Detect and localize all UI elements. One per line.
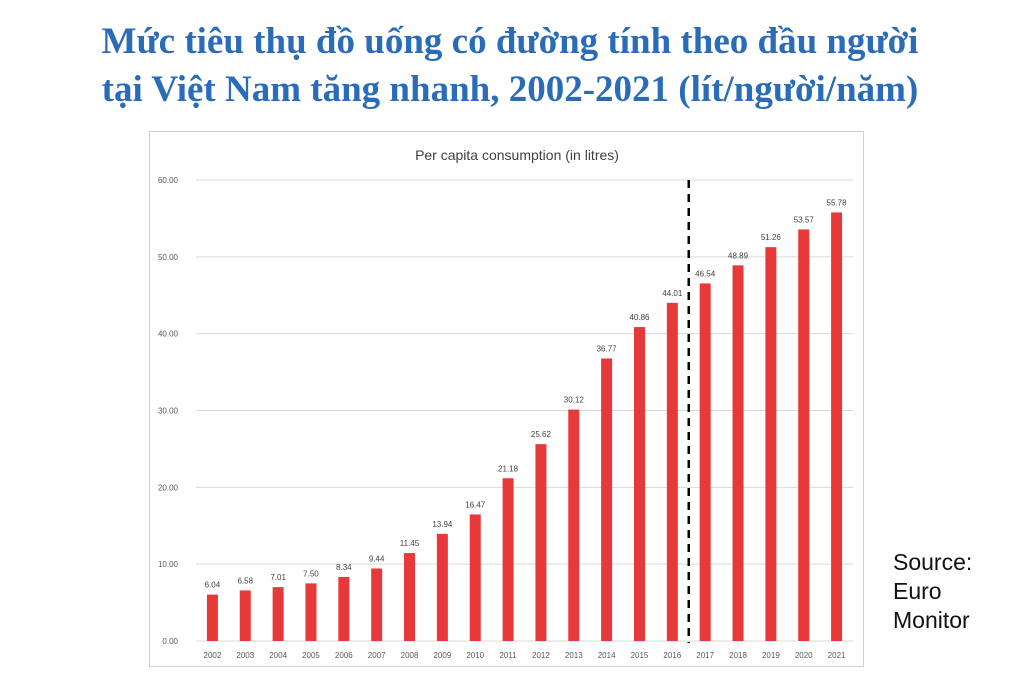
- bar-2006: [338, 576, 350, 641]
- bar-2009: [436, 533, 448, 641]
- x-tick-label-2004: 2004: [269, 651, 287, 660]
- bar-2012: [535, 444, 547, 641]
- bar-2005: [305, 583, 317, 641]
- bar-2011: [502, 478, 514, 641]
- data-label-2018: 48.89: [728, 251, 749, 260]
- bar-2020: [798, 229, 810, 641]
- y-tick-label: 50.00: [158, 253, 179, 262]
- x-tick-label-2010: 2010: [466, 651, 484, 660]
- data-labels: 6.04 6.58 7.01 7.50 8.34 9.44 11.45 13.94 16.47 2…: [205, 198, 847, 589]
- bar-2015: [633, 327, 645, 641]
- x-tick-label-2006: 2006: [335, 651, 353, 660]
- x-tick-label-2003: 2003: [236, 651, 254, 660]
- data-label-2008: 11.45: [400, 539, 420, 548]
- x-tick-label-2009: 2009: [433, 651, 451, 660]
- data-label-2007: 9.44: [369, 554, 385, 563]
- source-line-2: Euro: [893, 578, 942, 604]
- source-line-3: Monitor: [893, 607, 970, 633]
- data-label-2012: 25.62: [531, 430, 552, 439]
- y-tick-label: 0.00: [162, 637, 178, 646]
- data-label-2003: 6.58: [237, 576, 253, 585]
- data-label-2002: 6.04: [205, 581, 221, 590]
- gridlines: [196, 179, 853, 642]
- x-tick-label-2021: 2021: [828, 651, 846, 660]
- data-label-2014: 36.77: [597, 344, 618, 353]
- bar-2008: [404, 553, 416, 641]
- y-tick-label: 60.00: [158, 176, 179, 185]
- x-tick-label-2002: 2002: [204, 651, 222, 660]
- bar-2003: [239, 590, 251, 641]
- headline-line-2: tại Việt Nam tăng nhanh, 2002-2021 (lít/…: [101, 69, 919, 110]
- bar-2013: [568, 409, 580, 641]
- bar-2019: [765, 247, 777, 641]
- data-label-2019: 51.26: [761, 233, 782, 242]
- y-tick-label: 20.00: [158, 483, 179, 492]
- bar-2010: [469, 514, 481, 641]
- bar-2002: [206, 594, 218, 641]
- x-tick-label-2008: 2008: [401, 651, 419, 660]
- data-label-2004: 7.01: [270, 573, 286, 582]
- x-tick-label-2007: 2007: [368, 651, 386, 660]
- headline: Mức tiêu thụ đồ uống có đường tính theo …: [0, 18, 1020, 114]
- bar-2021: [831, 212, 843, 641]
- bar-2004: [272, 587, 284, 641]
- bar-2014: [601, 358, 613, 641]
- x-tick-label-2013: 2013: [565, 651, 583, 660]
- x-tick-label-2011: 2011: [499, 651, 517, 660]
- data-label-2010: 16.47: [465, 500, 486, 509]
- data-label-2005: 7.50: [303, 569, 319, 578]
- data-label-2016: 44.01: [662, 289, 683, 298]
- x-tick-label-2020: 2020: [795, 651, 813, 660]
- data-label-2021: 55.78: [827, 198, 848, 207]
- x-tick-label-2018: 2018: [729, 651, 747, 660]
- bar-2007: [371, 568, 383, 641]
- data-label-2011: 21.18: [498, 464, 519, 473]
- x-tick-label-2019: 2019: [762, 651, 780, 660]
- bars: [206, 212, 843, 641]
- data-label-2015: 40.86: [629, 313, 650, 322]
- x-tick-label-2017: 2017: [696, 651, 714, 660]
- source-note: Source: Euro Monitor: [893, 548, 972, 635]
- bar-2017: [699, 283, 711, 641]
- x-tick-label-2005: 2005: [302, 651, 320, 660]
- x-axis-ticks: 2002 2003 2004 2005 2006 2007 2008 2009 2010 2011…: [204, 651, 846, 660]
- data-label-2006: 8.34: [336, 563, 352, 572]
- x-tick-label-2012: 2012: [532, 651, 550, 660]
- source-line-1: Source:: [893, 549, 973, 575]
- chart-title: Per capita consumption (in litres): [415, 147, 619, 163]
- bar-2018: [732, 265, 744, 641]
- headline-line-1: Mức tiêu thụ đồ uống có đường tính theo …: [101, 21, 919, 62]
- y-axis-ticks: 0.00 10.00 20.00 30.00 40.00 50.00 60.00: [158, 176, 179, 646]
- data-label-2013: 30.12: [564, 396, 585, 405]
- y-tick-label: 10.00: [158, 560, 179, 569]
- chart-frame: Per capita consumption (in litres) 0.00 1…: [149, 131, 864, 667]
- data-label-2009: 13.94: [432, 520, 453, 529]
- bar-2016: [666, 302, 678, 641]
- bar-chart: Per capita consumption (in litres) 0.00 1…: [158, 147, 853, 660]
- y-tick-label: 30.00: [158, 407, 179, 416]
- data-label-2017: 46.54: [695, 269, 716, 278]
- y-tick-label: 40.00: [158, 330, 179, 339]
- x-tick-label-2015: 2015: [631, 651, 649, 660]
- x-tick-label-2016: 2016: [663, 651, 681, 660]
- data-label-2020: 53.57: [794, 215, 815, 224]
- x-tick-label-2014: 2014: [598, 651, 616, 660]
